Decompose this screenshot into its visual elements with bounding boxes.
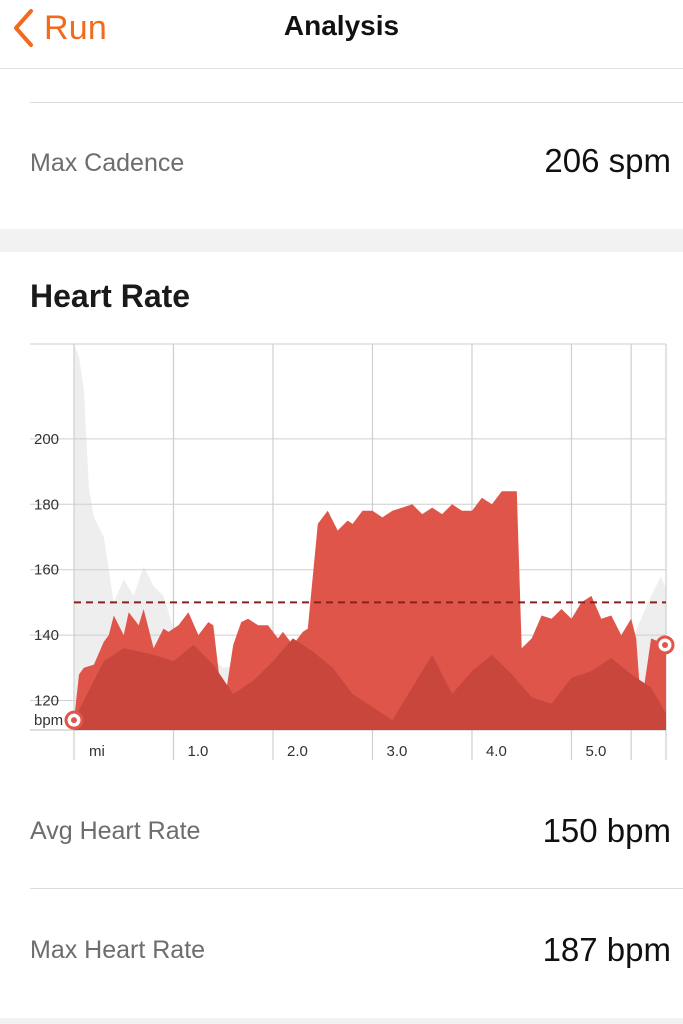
- x-tick-label: 1.0: [187, 743, 208, 760]
- y-tick-label: 120: [34, 693, 59, 710]
- heart-rate-card: Heart Rate bpm 120 140 160 180 200 mi 1.0 2.0 3.0…: [0, 252, 683, 1018]
- max-cadence-value: 206 spm: [544, 142, 671, 179]
- back-button[interactable]: Run: [12, 4, 107, 52]
- start-marker-dot: [71, 717, 77, 724]
- y-tick-label: 140: [34, 627, 59, 644]
- y-tick-label: 200: [34, 431, 59, 448]
- back-button-label: Run: [44, 8, 107, 47]
- divider: [30, 888, 683, 889]
- chevron-left-icon: [14, 9, 33, 47]
- x-tick-label: 3.0: [386, 743, 407, 760]
- navigation-bar: Run Analysis: [0, 0, 683, 69]
- avg-heart-rate-value: 150 bpm: [542, 812, 671, 849]
- y-tick-label: 160: [34, 562, 59, 579]
- heart-rate-chart[interactable]: bpm 120 140 160 180 200 mi 1.0 2.0 3.0 4.0 5.0: [0, 332, 683, 772]
- x-tick-label: 5.0: [585, 743, 606, 760]
- heart-rate-title: Heart Rate: [30, 278, 191, 314]
- x-tick-label: 2.0: [287, 743, 308, 760]
- cadence-card: Max Cadence 206 spm: [0, 69, 683, 229]
- end-marker-dot: [662, 641, 668, 648]
- avg-heart-rate-label: Avg Heart Rate: [30, 817, 201, 845]
- y-tick-label: 180: [34, 496, 59, 513]
- max-heart-rate-label: Max Heart Rate: [30, 936, 206, 964]
- x-tick-label: 4.0: [486, 743, 507, 760]
- page-title: Analysis: [283, 10, 400, 41]
- heart-rate-area: [74, 491, 666, 730]
- y-tick-label: bpm: [34, 712, 63, 729]
- x-tick-label: mi: [89, 743, 105, 760]
- max-heart-rate-value: 187 bpm: [542, 931, 671, 968]
- divider: [30, 102, 683, 103]
- max-cadence-label: Max Cadence: [30, 149, 185, 177]
- heart-rate-inner-area: [74, 638, 666, 730]
